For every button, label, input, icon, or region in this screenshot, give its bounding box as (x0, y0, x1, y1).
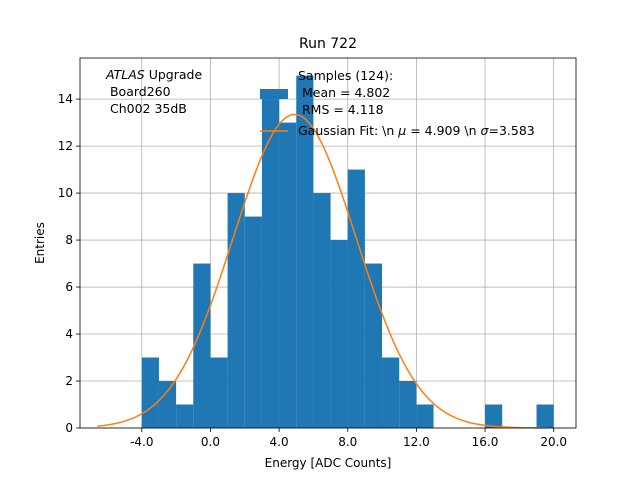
gaussian-fit-curve (97, 113, 547, 429)
histogram-bar (193, 263, 211, 428)
x-tick-label: 0.0 (201, 435, 220, 449)
y-tick-label: 6 (65, 280, 73, 294)
atlas-annotation: ATLAS Upgrade Board260 Ch002 35dB (105, 67, 202, 116)
x-tick-label: 20.0 (540, 435, 567, 449)
histogram-bars (141, 75, 554, 429)
x-axis-ticks: -4.0 0.0 4.0 8.0 12.0 16.0 20.0 (130, 428, 567, 449)
legend: Samples (124): Mean = 4.802 RMS = 4.118 … (260, 68, 535, 138)
histogram-bar (141, 357, 159, 428)
annotation-atlas: ATLAS (105, 67, 145, 82)
annotation-board: Board260 (106, 84, 171, 99)
legend-fit-sigma-value: =3.583 (488, 123, 534, 138)
legend-fit-prefix: Gaussian Fit: \n (298, 123, 398, 138)
x-tick-label: 4.0 (270, 435, 289, 449)
legend-stats-title: Samples (124): (298, 68, 393, 83)
histogram-bar (536, 404, 554, 428)
legend-stats-mean: Mean = 4.802 (298, 85, 390, 100)
legend-histogram-swatch (260, 89, 288, 99)
histogram-bar (210, 357, 228, 428)
y-tick-label: 2 (65, 374, 73, 388)
y-tick-label: 10 (58, 186, 73, 200)
y-axis-label: Entries (33, 222, 47, 264)
y-tick-label: 12 (58, 139, 73, 153)
histogram-bar (364, 263, 383, 428)
histogram-bar (176, 404, 194, 428)
chart-title: Run 722 (299, 36, 357, 52)
histogram-bar (296, 75, 314, 428)
y-tick-label: 8 (65, 233, 73, 247)
histogram-bar (347, 169, 365, 429)
annotation-upgrade: Upgrade (145, 67, 203, 82)
legend-fit-mu-value: = 4.909 \n (406, 123, 480, 138)
histogram-bar (382, 357, 400, 428)
legend-stats-rms: RMS = 4.118 (298, 102, 384, 117)
annotation-line-1: ATLAS Upgrade (105, 67, 202, 82)
histogram-bar (158, 381, 177, 428)
histogram-bar (416, 404, 434, 428)
histogram-bar (330, 240, 348, 428)
histogram-bar (399, 381, 417, 428)
y-tick-label: 0 (65, 421, 73, 435)
x-tick-label: -4.0 (130, 435, 153, 449)
x-tick-label: 12.0 (403, 435, 430, 449)
y-tick-label: 14 (58, 92, 73, 106)
histogram-bar (485, 404, 503, 428)
y-tick-label: 4 (65, 327, 73, 341)
plot-frame (79, 57, 577, 429)
x-axis-label: Energy [ADC Counts] (265, 456, 392, 470)
histogram-bar (279, 122, 297, 428)
x-tick-label: 16.0 (472, 435, 499, 449)
legend-fit-label: Gaussian Fit: \n μ = 4.909 \n σ=3.583 (298, 123, 535, 138)
y-axis-ticks: 0 2 4 6 8 10 12 14 (58, 92, 80, 435)
histogram-bar (227, 193, 245, 428)
histogram-bar (244, 216, 262, 428)
histogram-bar (313, 193, 331, 428)
legend-fit-mu-symbol: μ (397, 123, 406, 138)
legend-fit-sigma-symbol: σ (481, 123, 490, 138)
x-tick-label: 8.0 (338, 435, 357, 449)
annotation-channel: Ch002 35dB (106, 101, 187, 116)
histogram-bar (261, 99, 280, 428)
